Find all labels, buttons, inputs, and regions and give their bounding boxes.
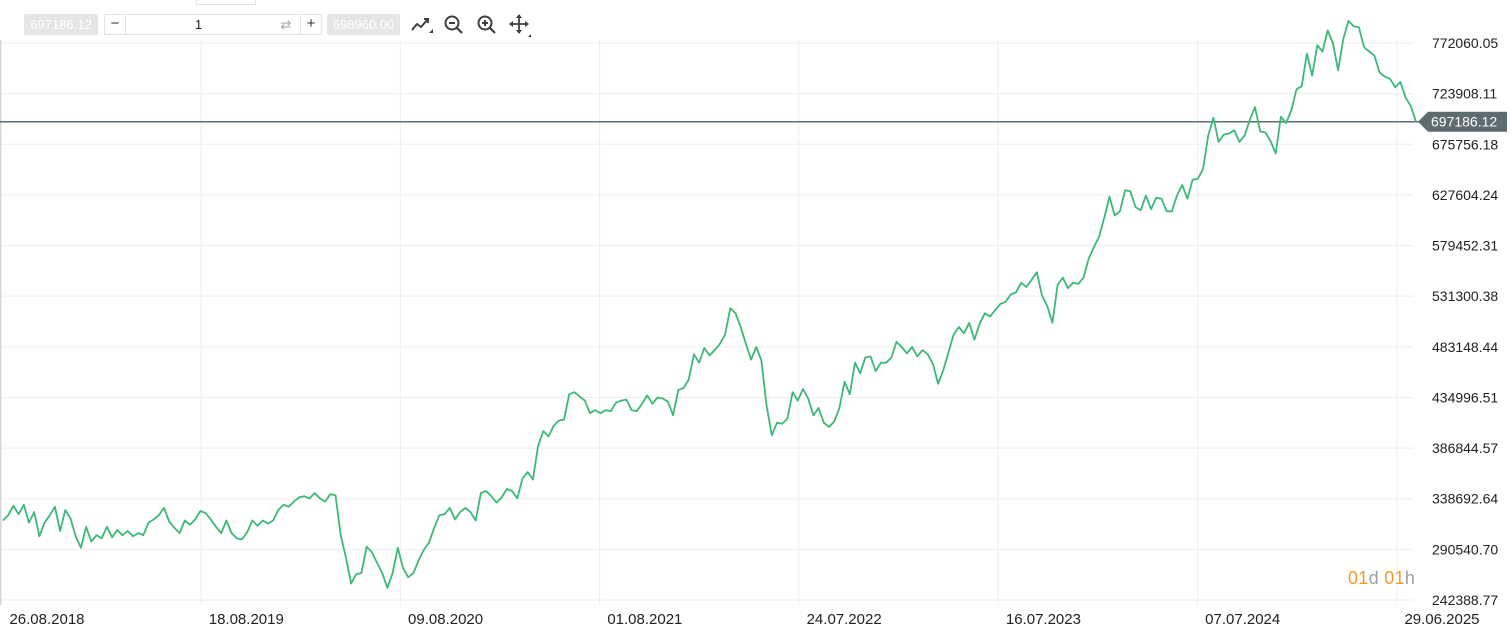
swap-icon[interactable]: ⇄	[280, 17, 292, 32]
bid-price-chip[interactable]: 697186.12	[24, 14, 98, 35]
y-tick-label: 627604.24	[1432, 187, 1498, 203]
move-icon[interactable]	[507, 13, 531, 37]
chart-grid	[2, 40, 1413, 605]
countdown-hours: 01	[1384, 568, 1405, 588]
y-tick-label: 531300.38	[1432, 288, 1498, 304]
current-price-tag: 697186.12	[1418, 111, 1507, 132]
y-tick-label: 386844.57	[1432, 440, 1498, 456]
y-tick-label: 242388.77	[1432, 592, 1498, 608]
y-tick-label: 675756.18	[1432, 136, 1498, 152]
x-tick-label: 01.08.2021	[607, 611, 682, 628]
y-tick-label: 290540.70	[1432, 541, 1498, 557]
countdown-hours-unit: h	[1404, 568, 1416, 588]
decrease-quantity-button[interactable]: −	[105, 15, 126, 34]
zoom-out-icon[interactable]	[442, 13, 466, 37]
quantity-stepper: − ⇄ +	[104, 14, 322, 35]
chart-type-icon[interactable]	[409, 13, 433, 37]
countdown-days: 01	[1348, 568, 1369, 588]
y-tick-label: 579452.31	[1432, 238, 1498, 254]
countdown-days-unit: d	[1368, 568, 1379, 588]
quantity-input[interactable]	[126, 15, 271, 34]
y-axis: 772060.05 723908.11 675756.18 627604.24 5794…	[1432, 35, 1498, 608]
y-tick-label: 483148.44	[1432, 339, 1498, 355]
current-price-tag-label: 697186.12	[1431, 114, 1497, 130]
series-line	[2, 20, 1417, 589]
zoom-in-icon[interactable]	[475, 13, 499, 37]
chart-toolbar: 697186.12 − ⇄ + 698960.00	[0, 0, 560, 48]
x-tick-label: 24.07.2022	[807, 611, 882, 628]
current-price-tag-bg	[1418, 111, 1507, 132]
increase-quantity-button[interactable]: +	[300, 15, 321, 34]
y-tick-label: 772060.05	[1432, 35, 1498, 51]
x-tick-label: 26.08.2018	[9, 611, 84, 628]
y-tick-label: 723908.11	[1432, 86, 1497, 102]
x-tick-label: 09.08.2020	[408, 611, 483, 628]
plot-left-border	[0, 40, 2, 605]
x-tick-label: 18.08.2019	[209, 611, 284, 628]
y-tick-label: 338692.64	[1432, 491, 1498, 507]
y-tick-label: 434996.51	[1432, 389, 1498, 405]
candle-countdown: 01d 01h	[1348, 568, 1415, 589]
x-tick-label: 07.07.2024	[1205, 611, 1280, 628]
x-tick-label: 16.07.2023	[1006, 611, 1081, 628]
tab-stub[interactable]	[196, 0, 256, 5]
x-tick-label: 29.06.2025	[1404, 611, 1479, 628]
ask-price-chip[interactable]: 698960.00	[327, 14, 400, 35]
x-axis: 26.08.2018 18.08.2019 09.08.2020 01.08.2021…	[9, 611, 1479, 628]
